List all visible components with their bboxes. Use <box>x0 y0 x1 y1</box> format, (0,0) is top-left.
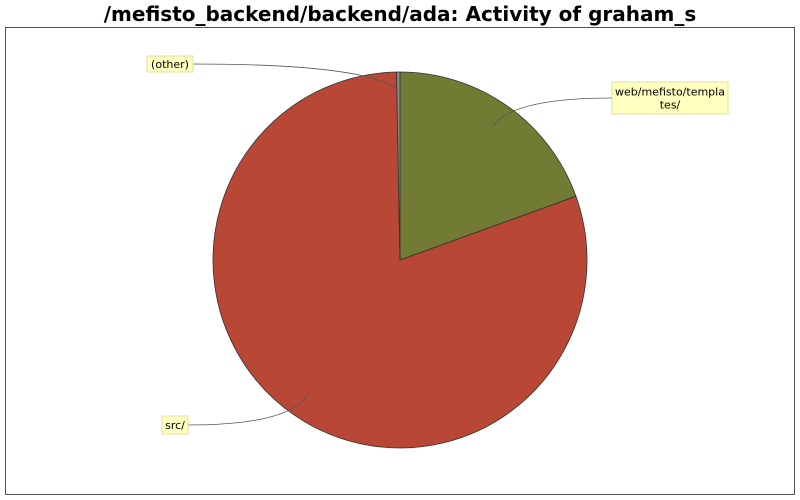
slice-label-box <box>146 55 194 73</box>
slice-label: web/mefisto/templa tes/ <box>615 86 725 112</box>
pie-slices <box>212 71 588 449</box>
leader-line <box>192 63 399 91</box>
pie-slice-web-mefisto-templates <box>399 71 577 261</box>
slice-label-box <box>161 415 189 435</box>
leader-line <box>492 97 613 128</box>
pie-labels: web/mefisto/templa tes/src/ (other) <box>146 55 729 435</box>
plot-border <box>5 27 795 495</box>
leader-line <box>187 393 309 426</box>
slice-label-box <box>611 81 729 115</box>
pie-slice-other <box>396 71 401 261</box>
chart-title: /mefisto_backend/backend/ada: Activity o… <box>103 2 697 26</box>
pie-slice-src <box>212 71 588 449</box>
slice-label: (other) <box>151 58 189 71</box>
slice-label: src/ <box>165 419 185 432</box>
